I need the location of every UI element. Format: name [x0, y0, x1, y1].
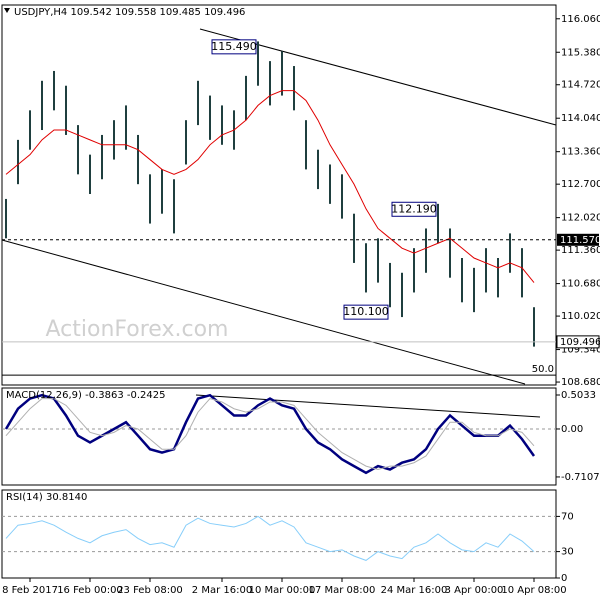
annotation-box: [391, 201, 437, 217]
y-tick-label: 108.680: [561, 377, 600, 388]
panel-title: MACD(12,26,9) -0.3863 -0.2425: [6, 390, 166, 401]
indicator-line: [5, 515, 535, 561]
x-tick-label: 16 Feb 00:00: [57, 585, 123, 596]
macd-panel: [1, 387, 557, 486]
y-tick-label: 110.020: [561, 311, 600, 322]
annotation: 112.190: [391, 202, 437, 215]
x-tick-label: 8 Feb 2017: [2, 585, 58, 596]
panel-title: USDJPY,H4 109.542 109.558 109.485 109.49…: [14, 7, 245, 18]
x-tick-label: 24 Mar 16:00: [381, 585, 448, 596]
level-label: 111.570: [560, 235, 600, 246]
level-label-box: [557, 233, 599, 246]
x-tick-label: 3 Apr 00:00: [445, 585, 504, 596]
menu-arrow: [4, 8, 10, 13]
y-tick-label: 111.360: [561, 245, 600, 256]
x-tick-label: 23 Feb 08:00: [117, 585, 183, 596]
y-tick-label: 113.360: [561, 147, 600, 158]
annotation: 115.490: [211, 40, 257, 53]
annotation-box: [211, 39, 257, 55]
y-tick-label: 116.060: [561, 14, 600, 25]
y-tick-label: 112.020: [561, 213, 600, 224]
annotation: 110.100: [343, 305, 389, 318]
y-tick-label: 30: [561, 547, 574, 558]
y-tick-label: 114.720: [561, 80, 600, 91]
channel-lower: [1, 239, 526, 385]
x-tick-label: 2 Mar 16:00: [192, 585, 252, 596]
y-tick-label: -0.7107: [561, 472, 600, 483]
rsi-panel: [1, 489, 557, 579]
y-tick-label: 0: [561, 573, 567, 584]
x-tick-label: 10 Apr 08:00: [501, 585, 566, 596]
y-tick-label: 109.340: [561, 345, 600, 356]
annotation-box: [343, 304, 389, 320]
indicator-line: [4, 393, 536, 475]
y-tick-label: 70: [561, 511, 574, 522]
y-tick-label: 0.5033: [561, 390, 596, 401]
panel-title: RSI(14) 30.8140: [6, 492, 87, 503]
indicator-line: [5, 90, 535, 283]
channel-upper: [199, 28, 557, 126]
watermark: ActionForex.com: [46, 317, 229, 342]
last-price-label: 109.496: [560, 337, 600, 348]
indicator-line: [5, 398, 535, 470]
price-panel: [1, 4, 557, 386]
y-tick-label: 115.380: [561, 47, 600, 58]
last-price-box: [556, 335, 600, 349]
x-tick-label: 10 Mar 00:00: [249, 585, 316, 596]
x-tick-label: 17 Mar 08:00: [309, 585, 376, 596]
y-tick-label: 0.00: [561, 424, 583, 435]
fib-label: 50.0: [532, 364, 554, 375]
y-tick-label: 110.680: [561, 279, 600, 290]
macd-trendline: [195, 394, 541, 418]
y-tick-label: 112.700: [561, 179, 600, 190]
y-tick-label: 114.040: [561, 113, 600, 124]
